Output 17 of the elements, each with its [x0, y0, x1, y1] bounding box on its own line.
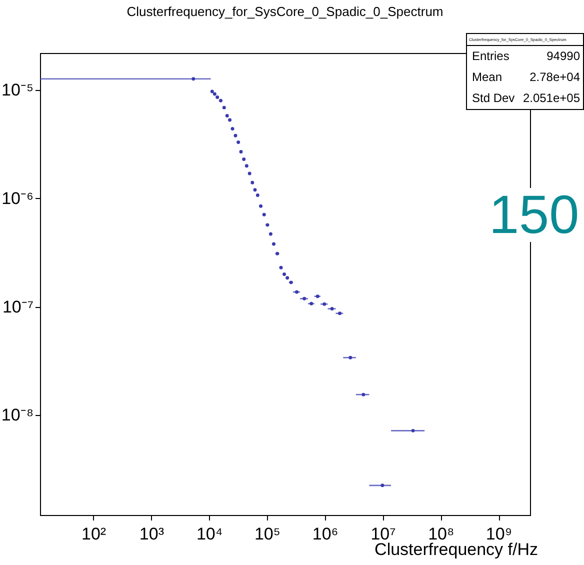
- x-tick-label: 10³: [139, 524, 164, 544]
- y-tick-label: 10⁻⁶: [2, 188, 34, 208]
- annotation: 150: [489, 185, 580, 245]
- annotation: Entries: [472, 49, 510, 63]
- y-tick-label: 10⁻⁸: [1, 406, 34, 425]
- y-tick-label: 10⁻⁷: [2, 297, 34, 316]
- x-tick-label: 10⁵: [254, 524, 280, 544]
- annotation: 2.051e+05: [522, 91, 580, 105]
- annotation: 2.78e+04: [530, 70, 580, 84]
- chart-title: Clusterfrequency_for_SysCore_0_Spadic_0_Spectrum: [126, 4, 444, 19]
- annotation: Std Dev: [472, 91, 515, 105]
- annotation: Mean: [472, 70, 502, 84]
- x-tick-label: 10²: [82, 524, 106, 544]
- x-tick-label: 10⁴: [196, 524, 223, 544]
- text: 94990: [546, 49, 580, 63]
- y-tick-label: 10⁻⁵: [2, 80, 34, 100]
- x-tick-label: 10⁶: [312, 524, 338, 544]
